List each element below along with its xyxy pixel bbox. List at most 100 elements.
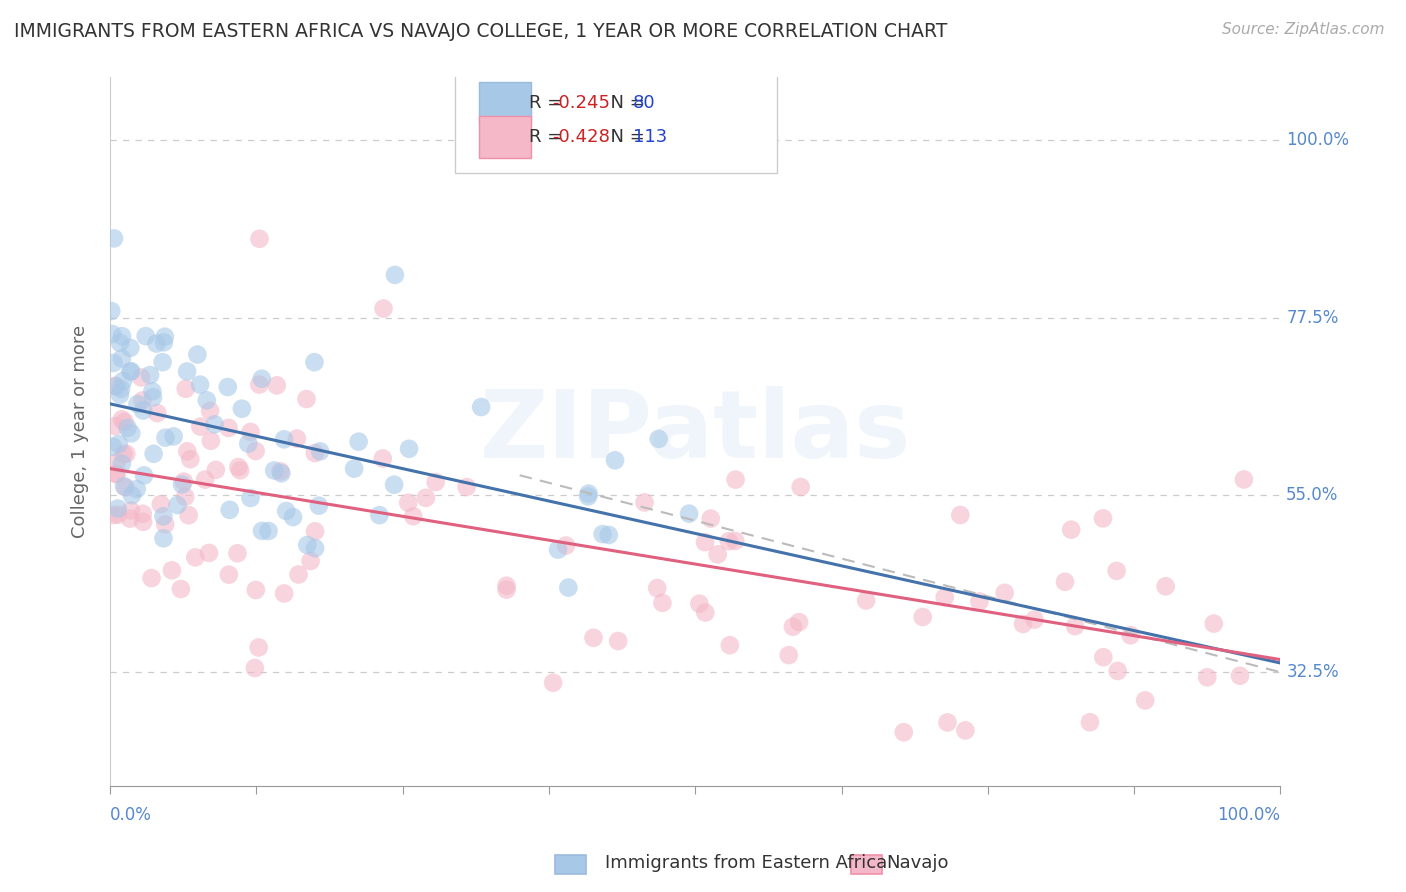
- Point: [276, 504, 298, 518]
- Point: [105, 379, 128, 393]
- Point: [135, 329, 157, 343]
- Point: [415, 491, 437, 505]
- Point: [693, 535, 716, 549]
- Point: [396, 496, 419, 510]
- Point: [105, 456, 128, 470]
- Point: [304, 446, 326, 460]
- Y-axis label: College, 1 year or more: College, 1 year or more: [72, 326, 89, 539]
- Point: [184, 550, 207, 565]
- Point: [114, 415, 136, 429]
- Point: [174, 382, 197, 396]
- Point: [1053, 574, 1076, 589]
- Point: [115, 447, 138, 461]
- Point: [547, 542, 569, 557]
- Point: [103, 356, 125, 370]
- Point: [592, 527, 614, 541]
- Point: [188, 419, 211, 434]
- Point: [111, 351, 134, 366]
- Point: [229, 463, 252, 477]
- Text: 0.0%: 0.0%: [110, 806, 152, 824]
- Point: [108, 335, 131, 350]
- Point: [129, 370, 152, 384]
- Point: [239, 491, 262, 505]
- Point: [495, 582, 517, 597]
- Point: [724, 533, 747, 548]
- Point: [218, 503, 240, 517]
- Point: [112, 447, 135, 461]
- Point: [204, 417, 226, 432]
- Text: N =: N =: [599, 128, 651, 146]
- Point: [176, 364, 198, 378]
- Point: [101, 326, 124, 341]
- Point: [893, 725, 915, 739]
- Text: IMMIGRANTS FROM EASTERN AFRICA VS NAVAJO COLLEGE, 1 YEAR OR MORE CORRELATION CHA: IMMIGRANTS FROM EASTERN AFRICA VS NAVAJO…: [14, 22, 948, 41]
- Point: [108, 387, 131, 401]
- Point: [285, 432, 308, 446]
- Point: [247, 377, 270, 392]
- Point: [700, 511, 723, 525]
- Point: [170, 582, 193, 596]
- Point: [107, 501, 129, 516]
- Point: [239, 425, 262, 439]
- Point: [718, 638, 741, 652]
- Point: [347, 434, 370, 449]
- Point: [200, 434, 222, 448]
- Point: [495, 579, 517, 593]
- Point: [934, 591, 956, 605]
- Point: [131, 393, 153, 408]
- Point: [218, 567, 240, 582]
- Point: [1078, 715, 1101, 730]
- Point: [308, 499, 330, 513]
- Point: [195, 393, 218, 408]
- Point: [111, 412, 134, 426]
- Point: [112, 374, 135, 388]
- Point: [114, 480, 136, 494]
- Text: 77.5%: 77.5%: [1286, 309, 1339, 326]
- Point: [598, 528, 620, 542]
- Point: [141, 384, 163, 399]
- Point: [204, 463, 226, 477]
- Point: [1060, 523, 1083, 537]
- Point: [238, 436, 260, 450]
- Point: [270, 467, 292, 481]
- Point: [782, 620, 804, 634]
- Point: [1202, 616, 1225, 631]
- Point: [101, 440, 124, 454]
- Point: [371, 451, 394, 466]
- FancyBboxPatch shape: [478, 117, 531, 158]
- Point: [373, 301, 395, 316]
- Point: [1107, 664, 1129, 678]
- Text: Source: ZipAtlas.com: Source: ZipAtlas.com: [1222, 22, 1385, 37]
- Point: [198, 546, 221, 560]
- Point: [141, 571, 163, 585]
- Point: [368, 508, 391, 523]
- Point: [120, 364, 142, 378]
- Point: [304, 524, 326, 539]
- Point: [125, 482, 148, 496]
- Point: [217, 380, 239, 394]
- Point: [688, 597, 710, 611]
- Point: [304, 355, 326, 369]
- Point: [273, 433, 295, 447]
- Point: [936, 715, 959, 730]
- Text: R =: R =: [529, 128, 568, 146]
- Point: [176, 444, 198, 458]
- Point: [541, 675, 564, 690]
- Point: [1012, 617, 1035, 632]
- Point: [304, 541, 326, 556]
- Point: [127, 397, 149, 411]
- Point: [142, 390, 165, 404]
- Point: [266, 378, 288, 392]
- Text: Immigrants from Eastern Africa: Immigrants from Eastern Africa: [605, 855, 887, 872]
- Point: [299, 554, 322, 568]
- Point: [297, 538, 319, 552]
- Point: [132, 515, 155, 529]
- Text: Navajo: Navajo: [886, 855, 948, 872]
- Text: -0.428: -0.428: [553, 128, 610, 146]
- Point: [398, 442, 420, 456]
- Point: [1091, 511, 1114, 525]
- Point: [578, 486, 600, 500]
- FancyBboxPatch shape: [456, 63, 778, 173]
- Point: [402, 509, 425, 524]
- Point: [787, 615, 810, 629]
